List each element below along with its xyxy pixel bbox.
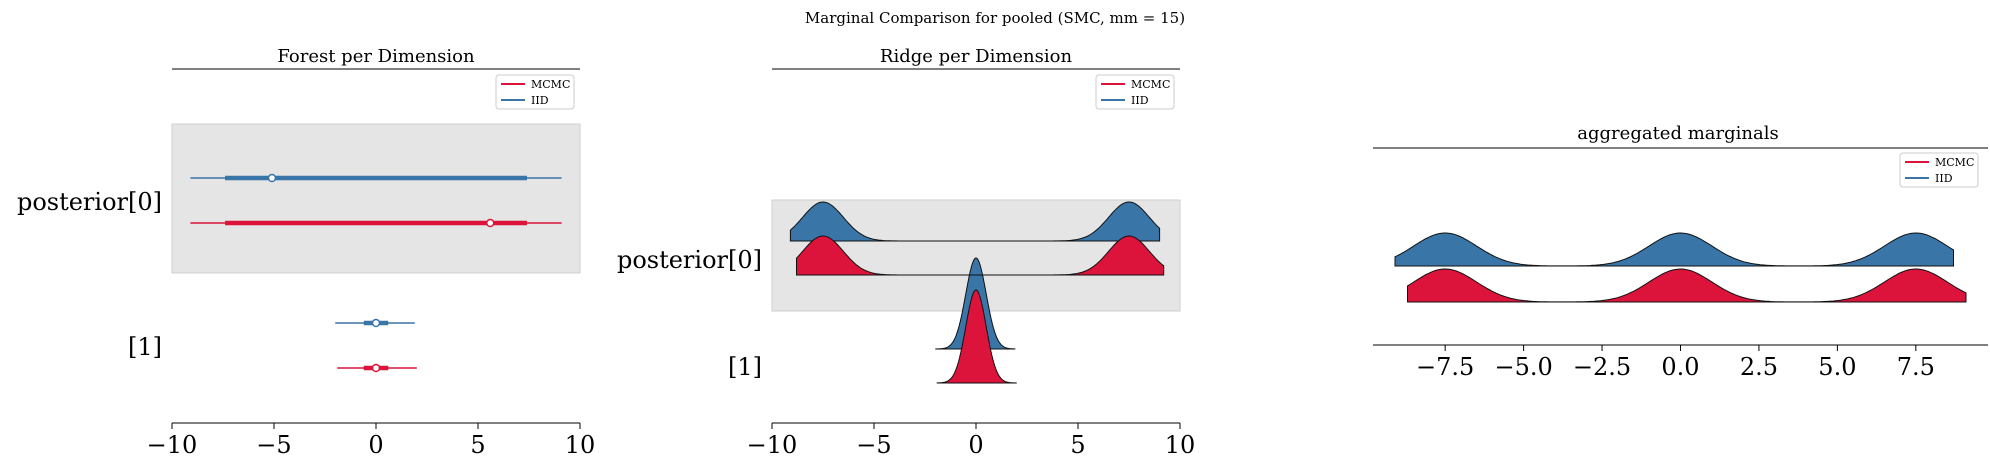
forest-panel: Forest per Dimension posterior[0] [1] −1… — [17, 46, 595, 459]
ridge-tick-label: −10 — [747, 431, 798, 459]
forest-tick-label: −5 — [256, 431, 291, 459]
ridge-tick-label: 0 — [968, 431, 983, 459]
aggregated-iid-density — [1394, 232, 1954, 267]
ridge-title: Ridge per Dimension — [880, 46, 1073, 67]
ridge-tick-label: −5 — [856, 431, 891, 459]
forest-ylabel-0: posterior[0] — [17, 188, 162, 216]
legend-label-mcmc: MCMC — [531, 78, 570, 91]
forest-mcmc-0-point-estimate — [485, 218, 495, 228]
ridge-tick-label: 5 — [1070, 431, 1085, 459]
forest-tick-label: 10 — [565, 431, 596, 459]
ridge-mcmc-density-0 — [796, 235, 1165, 276]
ridge-legend: MCMC IID — [1095, 74, 1175, 110]
aggregated-legend: MCMC IID — [1899, 152, 1979, 188]
ridge-tick-label: 10 — [1165, 431, 1196, 459]
aggregated-tick-label: 2.5 — [1740, 353, 1778, 381]
forest-legend: MCMC IID — [495, 74, 575, 110]
aggregated-tick-label: 7.5 — [1897, 353, 1935, 381]
aggregated-tick-label: 5.0 — [1818, 353, 1856, 381]
aggregated-panel: aggregated marginals −7.5 −5.0 −2.5 0.0 2.5 5… — [1373, 123, 1988, 381]
legend-label-iid: IID — [1131, 94, 1149, 107]
suptitle: Marginal Comparison for pooled (SMC, mm … — [805, 9, 1185, 27]
legend-label-mcmc: MCMC — [1935, 156, 1974, 169]
forest-tick-label: −10 — [147, 431, 198, 459]
aggregated-tick-label: 0.0 — [1661, 353, 1699, 381]
aggregated-tick-label: −2.5 — [1573, 353, 1631, 381]
aggregated-tick-label: −7.5 — [1416, 353, 1474, 381]
forest-tick-label: 5 — [470, 431, 485, 459]
ridge-panel: Ridge per Dimension posterior[0] [1] −10… — [617, 46, 1195, 459]
legend-label-iid: IID — [1935, 172, 1953, 185]
forest-row-band — [171, 123, 581, 274]
forest-mcmc-1-point-estimate — [371, 363, 381, 373]
aggregated-title: aggregated marginals — [1577, 123, 1778, 144]
legend-label-mcmc: MCMC — [1131, 78, 1170, 91]
forest-tick-label: 0 — [368, 431, 383, 459]
forest-iid-0-point-estimate — [267, 173, 277, 183]
forest-iid-1-point-estimate — [371, 318, 381, 328]
forest-ylabel-1: [1] — [128, 333, 162, 361]
legend-label-iid: IID — [531, 94, 549, 107]
aggregated-mcmc-density — [1407, 268, 1967, 303]
ridge-mcmc-density-1 — [936, 289, 1017, 384]
ridge-ylabel-0: posterior[0] — [617, 246, 762, 274]
forest-title: Forest per Dimension — [277, 46, 475, 67]
aggregated-tick-label: −5.0 — [1494, 353, 1552, 381]
ridge-ylabel-1: [1] — [728, 353, 762, 381]
